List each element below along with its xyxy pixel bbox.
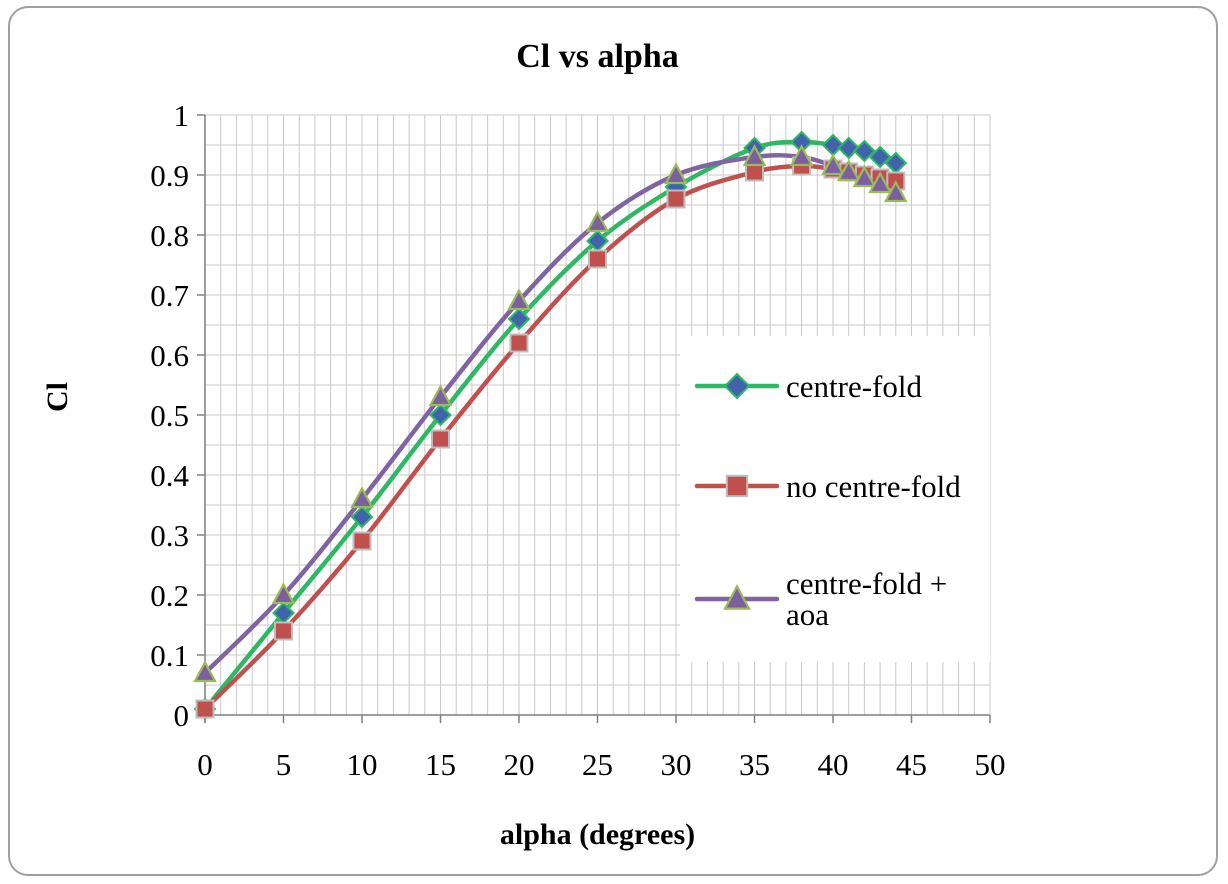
svg-text:10: 10 xyxy=(347,747,378,782)
svg-text:45: 45 xyxy=(896,747,927,782)
svg-text:0: 0 xyxy=(174,698,190,733)
svg-text:0.4: 0.4 xyxy=(150,458,189,493)
legend: centre-fold no centre-fold centre-fold +… xyxy=(680,336,990,662)
svg-text:30: 30 xyxy=(661,747,692,782)
svg-text:40: 40 xyxy=(818,747,849,782)
svg-text:25: 25 xyxy=(582,747,613,782)
legend-label: centre-fold + aoa xyxy=(786,566,948,632)
legend-label: no centre-fold xyxy=(786,468,961,504)
svg-text:0.3: 0.3 xyxy=(150,518,189,553)
svg-text:0.9: 0.9 xyxy=(150,158,189,193)
svg-text:1: 1 xyxy=(174,98,190,133)
svg-text:0.7: 0.7 xyxy=(150,278,189,313)
svg-text:0.8: 0.8 xyxy=(150,218,189,253)
svg-text:0.1: 0.1 xyxy=(150,638,189,673)
legend-marker-no-centre-fold xyxy=(694,474,780,498)
svg-text:20: 20 xyxy=(504,747,535,782)
legend-item-centre-fold-aoa: centre-fold + aoa xyxy=(694,568,990,630)
svg-text:0: 0 xyxy=(197,747,213,782)
chart-title: Cl vs alpha xyxy=(516,38,679,75)
svg-text:50: 50 xyxy=(975,747,1006,782)
y-axis-title: Cl xyxy=(41,382,74,412)
svg-text:0.5: 0.5 xyxy=(150,398,189,433)
legend-item-centre-fold: centre-fold xyxy=(694,368,990,404)
legend-item-no-centre-fold: no centre-fold xyxy=(694,468,990,504)
x-axis-title: alpha (degrees) xyxy=(499,818,696,851)
legend-marker-centre-fold-aoa xyxy=(694,584,780,610)
legend-marker-centre-fold xyxy=(694,372,780,400)
svg-text:15: 15 xyxy=(425,747,456,782)
svg-text:0.6: 0.6 xyxy=(150,338,189,373)
svg-text:0.2: 0.2 xyxy=(150,578,189,613)
svg-text:35: 35 xyxy=(739,747,770,782)
svg-text:5: 5 xyxy=(276,747,292,782)
legend-label: centre-fold xyxy=(786,368,922,404)
